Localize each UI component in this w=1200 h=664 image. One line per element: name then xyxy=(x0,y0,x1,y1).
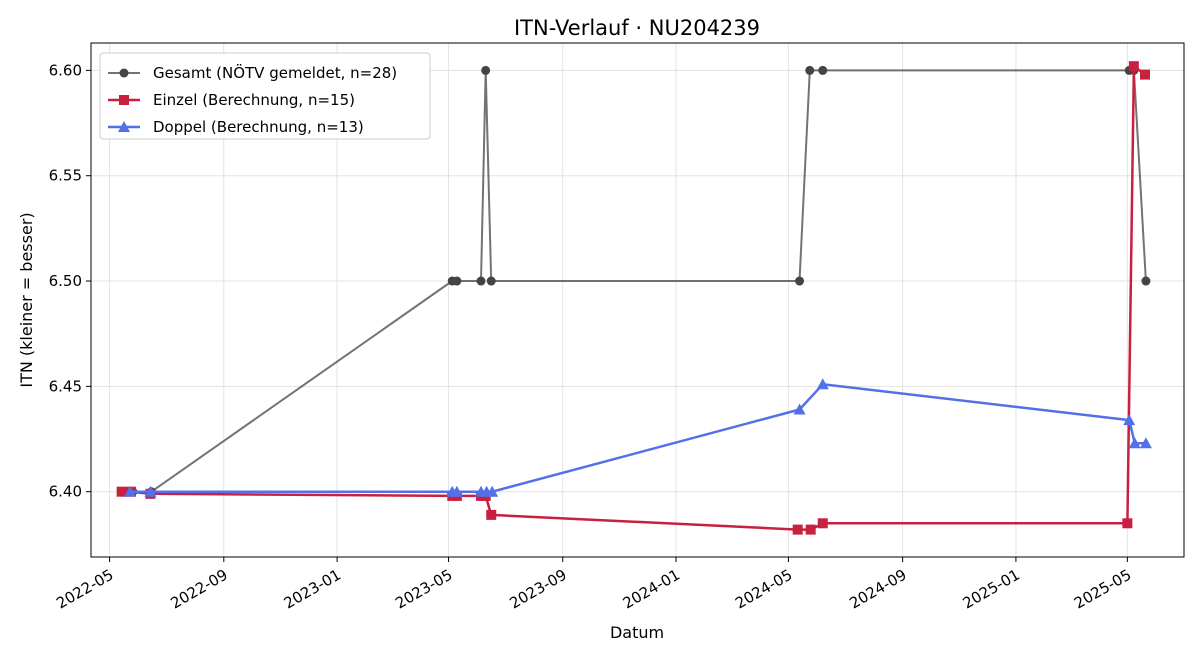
data-point-doppel xyxy=(486,485,499,497)
y-tick-label: 6.45 xyxy=(49,377,82,395)
data-point-einzel xyxy=(1139,69,1150,80)
data-point-doppel xyxy=(450,485,463,497)
chart-title: ITN-Verlauf · NU204239 xyxy=(514,16,760,40)
legend-label-doppel: Doppel (Berechnung, n=13) xyxy=(153,118,364,136)
data-point-einzel xyxy=(486,509,497,520)
plot-frame xyxy=(90,42,1185,558)
x-axis-label: Datum xyxy=(610,623,664,642)
y-axis-label: ITN (kleiner = besser) xyxy=(17,212,36,387)
data-point-gesamt xyxy=(486,276,496,286)
y-axis: 6.40 6.45 6.50 6.55 6.60 xyxy=(49,61,91,501)
data-point-gesamt xyxy=(452,276,462,286)
y-tick-label: 6.60 xyxy=(49,61,82,79)
data-point-gesamt xyxy=(818,65,828,75)
series-doppel xyxy=(124,378,1152,497)
legend-label-gesamt: Gesamt (NÖTV gemeldet, n=28) xyxy=(153,63,397,82)
series-layer xyxy=(116,61,1152,535)
data-point-doppel xyxy=(816,378,829,390)
y-tick-label: 6.55 xyxy=(49,167,82,185)
data-point-gesamt xyxy=(795,276,805,286)
data-point-gesamt xyxy=(805,65,815,75)
legend-marker-doppel xyxy=(118,121,130,132)
data-point-gesamt xyxy=(476,276,486,286)
data-point-doppel xyxy=(144,485,157,497)
legend: Gesamt (NÖTV gemeldet, n=28) Einzel (Bere… xyxy=(99,52,431,140)
data-point-einzel xyxy=(1122,518,1133,529)
data-point-gesamt xyxy=(481,65,491,75)
data-point-doppel xyxy=(793,403,806,415)
data-point-einzel xyxy=(116,486,127,497)
legend-marker-gesamt xyxy=(119,68,129,78)
data-point-doppel xyxy=(1128,437,1141,449)
legend-box xyxy=(99,52,431,140)
legend-marker-einzel xyxy=(119,95,129,105)
data-point-doppel xyxy=(1139,437,1152,449)
data-point-doppel xyxy=(1123,414,1136,426)
data-point-einzel xyxy=(805,524,816,535)
data-point-gesamt xyxy=(1141,276,1151,286)
data-point-einzel xyxy=(1128,61,1139,72)
y-tick-label: 6.40 xyxy=(49,483,82,501)
y-tick-label: 6.50 xyxy=(49,272,82,290)
legend-label-einzel: Einzel (Berechnung, n=15) xyxy=(153,91,355,109)
data-point-einzel xyxy=(817,518,828,529)
data-point-doppel xyxy=(124,485,137,497)
series-line-einzel xyxy=(121,64,1146,531)
data-point-einzel xyxy=(792,524,803,535)
